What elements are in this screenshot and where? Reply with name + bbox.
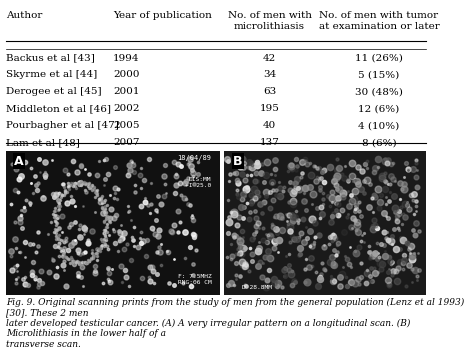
- Text: 2001: 2001: [113, 87, 139, 97]
- Text: No. of men with
microlithiasis: No. of men with microlithiasis: [228, 11, 311, 31]
- Text: 11 (26%): 11 (26%): [355, 54, 403, 62]
- Text: Fig. 9. Original scanning prints from the study of men from the general populati: Fig. 9. Original scanning prints from th…: [6, 298, 464, 349]
- Text: 63: 63: [263, 87, 276, 97]
- Text: 5 (15%): 5 (15%): [358, 71, 400, 80]
- Text: 42: 42: [263, 54, 276, 62]
- Text: Derogee et al [45]: Derogee et al [45]: [6, 87, 101, 97]
- Text: Backus et al [43]: Backus et al [43]: [6, 54, 94, 62]
- Text: Middleton et al [46]: Middleton et al [46]: [6, 104, 111, 113]
- Text: A: A: [14, 154, 24, 168]
- Text: B: B: [233, 154, 243, 168]
- Text: Skyrme et al [44]: Skyrme et al [44]: [6, 71, 97, 80]
- Text: 2000: 2000: [113, 71, 139, 80]
- Bar: [6, 151, 220, 295]
- Text: 12 (6%): 12 (6%): [358, 104, 400, 113]
- Text: 34: 34: [263, 71, 276, 80]
- Text: 2007: 2007: [113, 138, 139, 147]
- Text: Year of publication: Year of publication: [113, 11, 212, 20]
- Text: Pourbagher et al [47]: Pourbagher et al [47]: [6, 121, 118, 130]
- Text: 4 (10%): 4 (10%): [358, 121, 400, 130]
- Text: 8 (6%): 8 (6%): [362, 138, 396, 147]
- Text: 195: 195: [260, 104, 280, 113]
- Text: 40: 40: [263, 121, 276, 130]
- Text: F: 7.5MHZ
RNG:06 CM: F: 7.5MHZ RNG:06 CM: [178, 274, 211, 285]
- Bar: [225, 151, 426, 295]
- Text: 2002: 2002: [113, 104, 139, 113]
- Text: Lam et al [48]: Lam et al [48]: [6, 138, 80, 147]
- Text: 2005: 2005: [113, 121, 139, 130]
- Text: Author: Author: [6, 11, 42, 20]
- Text: 1994: 1994: [113, 54, 139, 62]
- Text: 30 (48%): 30 (48%): [355, 87, 403, 97]
- Text: DIS:MM
+I 25.0: DIS:MM +I 25.0: [185, 178, 211, 188]
- Text: 18/04/89: 18/04/89: [178, 154, 211, 160]
- Text: No. of men with tumor
at examination or later: No. of men with tumor at examination or …: [319, 11, 439, 31]
- Text: D 28.8MM: D 28.8MM: [242, 285, 272, 290]
- Text: 137: 137: [260, 138, 280, 147]
